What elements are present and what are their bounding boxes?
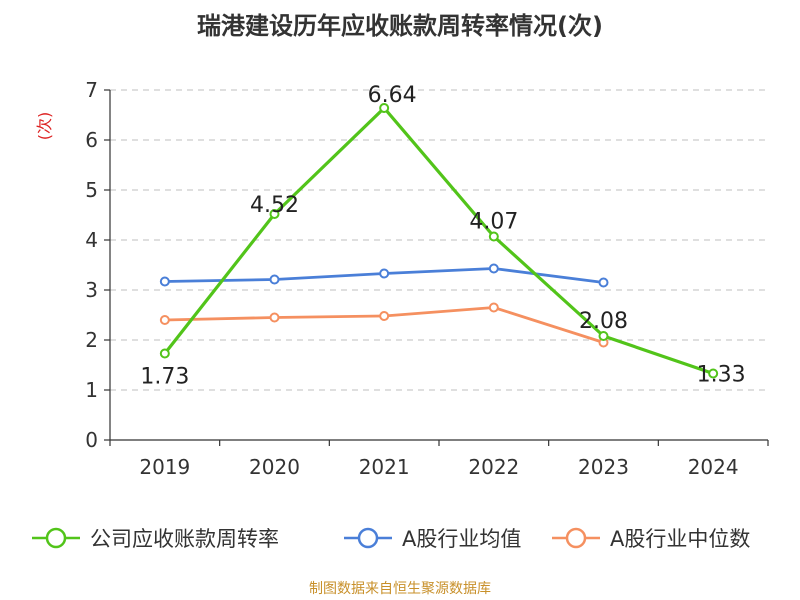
data-point <box>379 268 390 279</box>
legend-label: A股行业均值 <box>402 527 521 551</box>
data-point <box>159 348 170 359</box>
data-point <box>379 311 390 321</box>
data-point <box>269 312 280 323</box>
data-point <box>488 231 499 242</box>
label-layer: 1.73 4.52 6.64 4.07 2.08 1.33 <box>140 83 745 390</box>
data-label: 6.64 <box>368 83 417 108</box>
data-point <box>159 315 170 325</box>
data-point <box>269 209 280 219</box>
legend-marker <box>45 527 67 549</box>
legend-marker <box>565 527 587 549</box>
y-tick-label: 4 <box>85 228 98 252</box>
chart-title: 瑞港建设历年应收账款周转率情况(次) <box>197 12 603 40</box>
legend-item[interactable]: A股行业均值 <box>344 527 521 551</box>
data-point <box>269 274 280 285</box>
legend-layer[interactable]: 公司应收账款周转率 A股行业均值 A股行业中位数 <box>32 527 750 551</box>
y-tick-label: 1 <box>85 378 98 402</box>
series-layer <box>159 103 719 379</box>
data-point <box>379 103 390 113</box>
y-tick-label: 6 <box>85 128 98 152</box>
source-note: 制图数据来自恒生聚源数据库 <box>309 581 491 597</box>
data-point <box>488 302 499 313</box>
series-line <box>163 106 714 376</box>
data-label: 4.52 <box>250 193 299 218</box>
data-point <box>598 277 609 288</box>
x-tick-label: 2021 <box>359 455 410 479</box>
x-tick-label: 2019 <box>139 455 190 479</box>
axis-layer: 0 1 2 3 4 5 6 7 2019 2020 2021 2022 2023 2024 (次) <box>35 78 769 479</box>
legend-label: 公司应收账款周转率 <box>90 527 279 551</box>
legend-item[interactable]: A股行业中位数 <box>552 527 750 551</box>
data-point <box>708 368 719 379</box>
y-tick-label: 7 <box>85 78 98 102</box>
data-point <box>488 263 499 274</box>
y-axis-title: (次) <box>35 112 54 141</box>
legend-label: A股行业中位数 <box>610 527 750 551</box>
legend-item[interactable]: 公司应收账款周转率 <box>32 527 279 551</box>
y-tick-label: 2 <box>85 328 98 352</box>
y-tick-label: 0 <box>85 428 98 452</box>
legend-marker <box>357 527 379 549</box>
grid-layer <box>110 89 768 391</box>
data-point <box>159 276 170 287</box>
data-label: 2.08 <box>579 309 628 334</box>
x-tick-label: 2023 <box>578 455 629 479</box>
data-label: 1.33 <box>697 363 746 388</box>
data-point <box>598 331 609 341</box>
x-tick-label: 2022 <box>468 455 519 479</box>
y-tick-label: 3 <box>85 278 98 302</box>
x-tick-label: 2024 <box>688 455 739 479</box>
data-label: 1.73 <box>140 365 189 390</box>
data-label: 4.07 <box>469 210 518 235</box>
y-tick-label: 5 <box>85 178 98 202</box>
x-tick-label: 2020 <box>249 455 300 479</box>
